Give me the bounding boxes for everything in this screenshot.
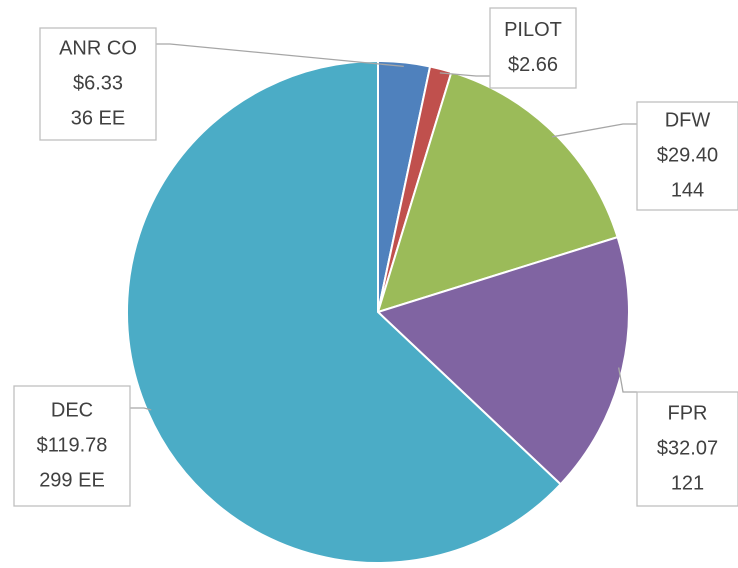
- label-box: [636, 101, 738, 211]
- data-label: 36 EE: [71, 107, 125, 129]
- data-label: 144: [671, 179, 704, 201]
- data-label: $6.33: [73, 72, 123, 94]
- label-box: [39, 27, 157, 141]
- leader-line: [156, 43, 404, 67]
- data-label: $2.66: [508, 54, 558, 76]
- label-box: [636, 391, 738, 507]
- pie-slice: [126, 59, 562, 564]
- pie-slice: [376, 70, 619, 314]
- data-label: DFW: [665, 109, 711, 131]
- label-box: [13, 385, 131, 507]
- label-box: [489, 7, 577, 89]
- data-label: DEC: [51, 399, 93, 421]
- data-label: $32.07: [657, 437, 718, 459]
- data-label: 121: [671, 472, 704, 494]
- leader-line: [552, 123, 637, 138]
- data-label: 299 EE: [39, 469, 105, 491]
- data-label: PILOT: [504, 19, 562, 41]
- data-label: ANR CO: [59, 37, 137, 59]
- leader-line: [439, 72, 490, 77]
- data-label: $119.78: [37, 434, 108, 456]
- leader-line: [618, 367, 637, 393]
- data-label: $29.40: [657, 144, 718, 166]
- leader-line: [130, 407, 152, 411]
- data-label: FPR: [668, 402, 708, 424]
- pie-slice: [376, 235, 630, 486]
